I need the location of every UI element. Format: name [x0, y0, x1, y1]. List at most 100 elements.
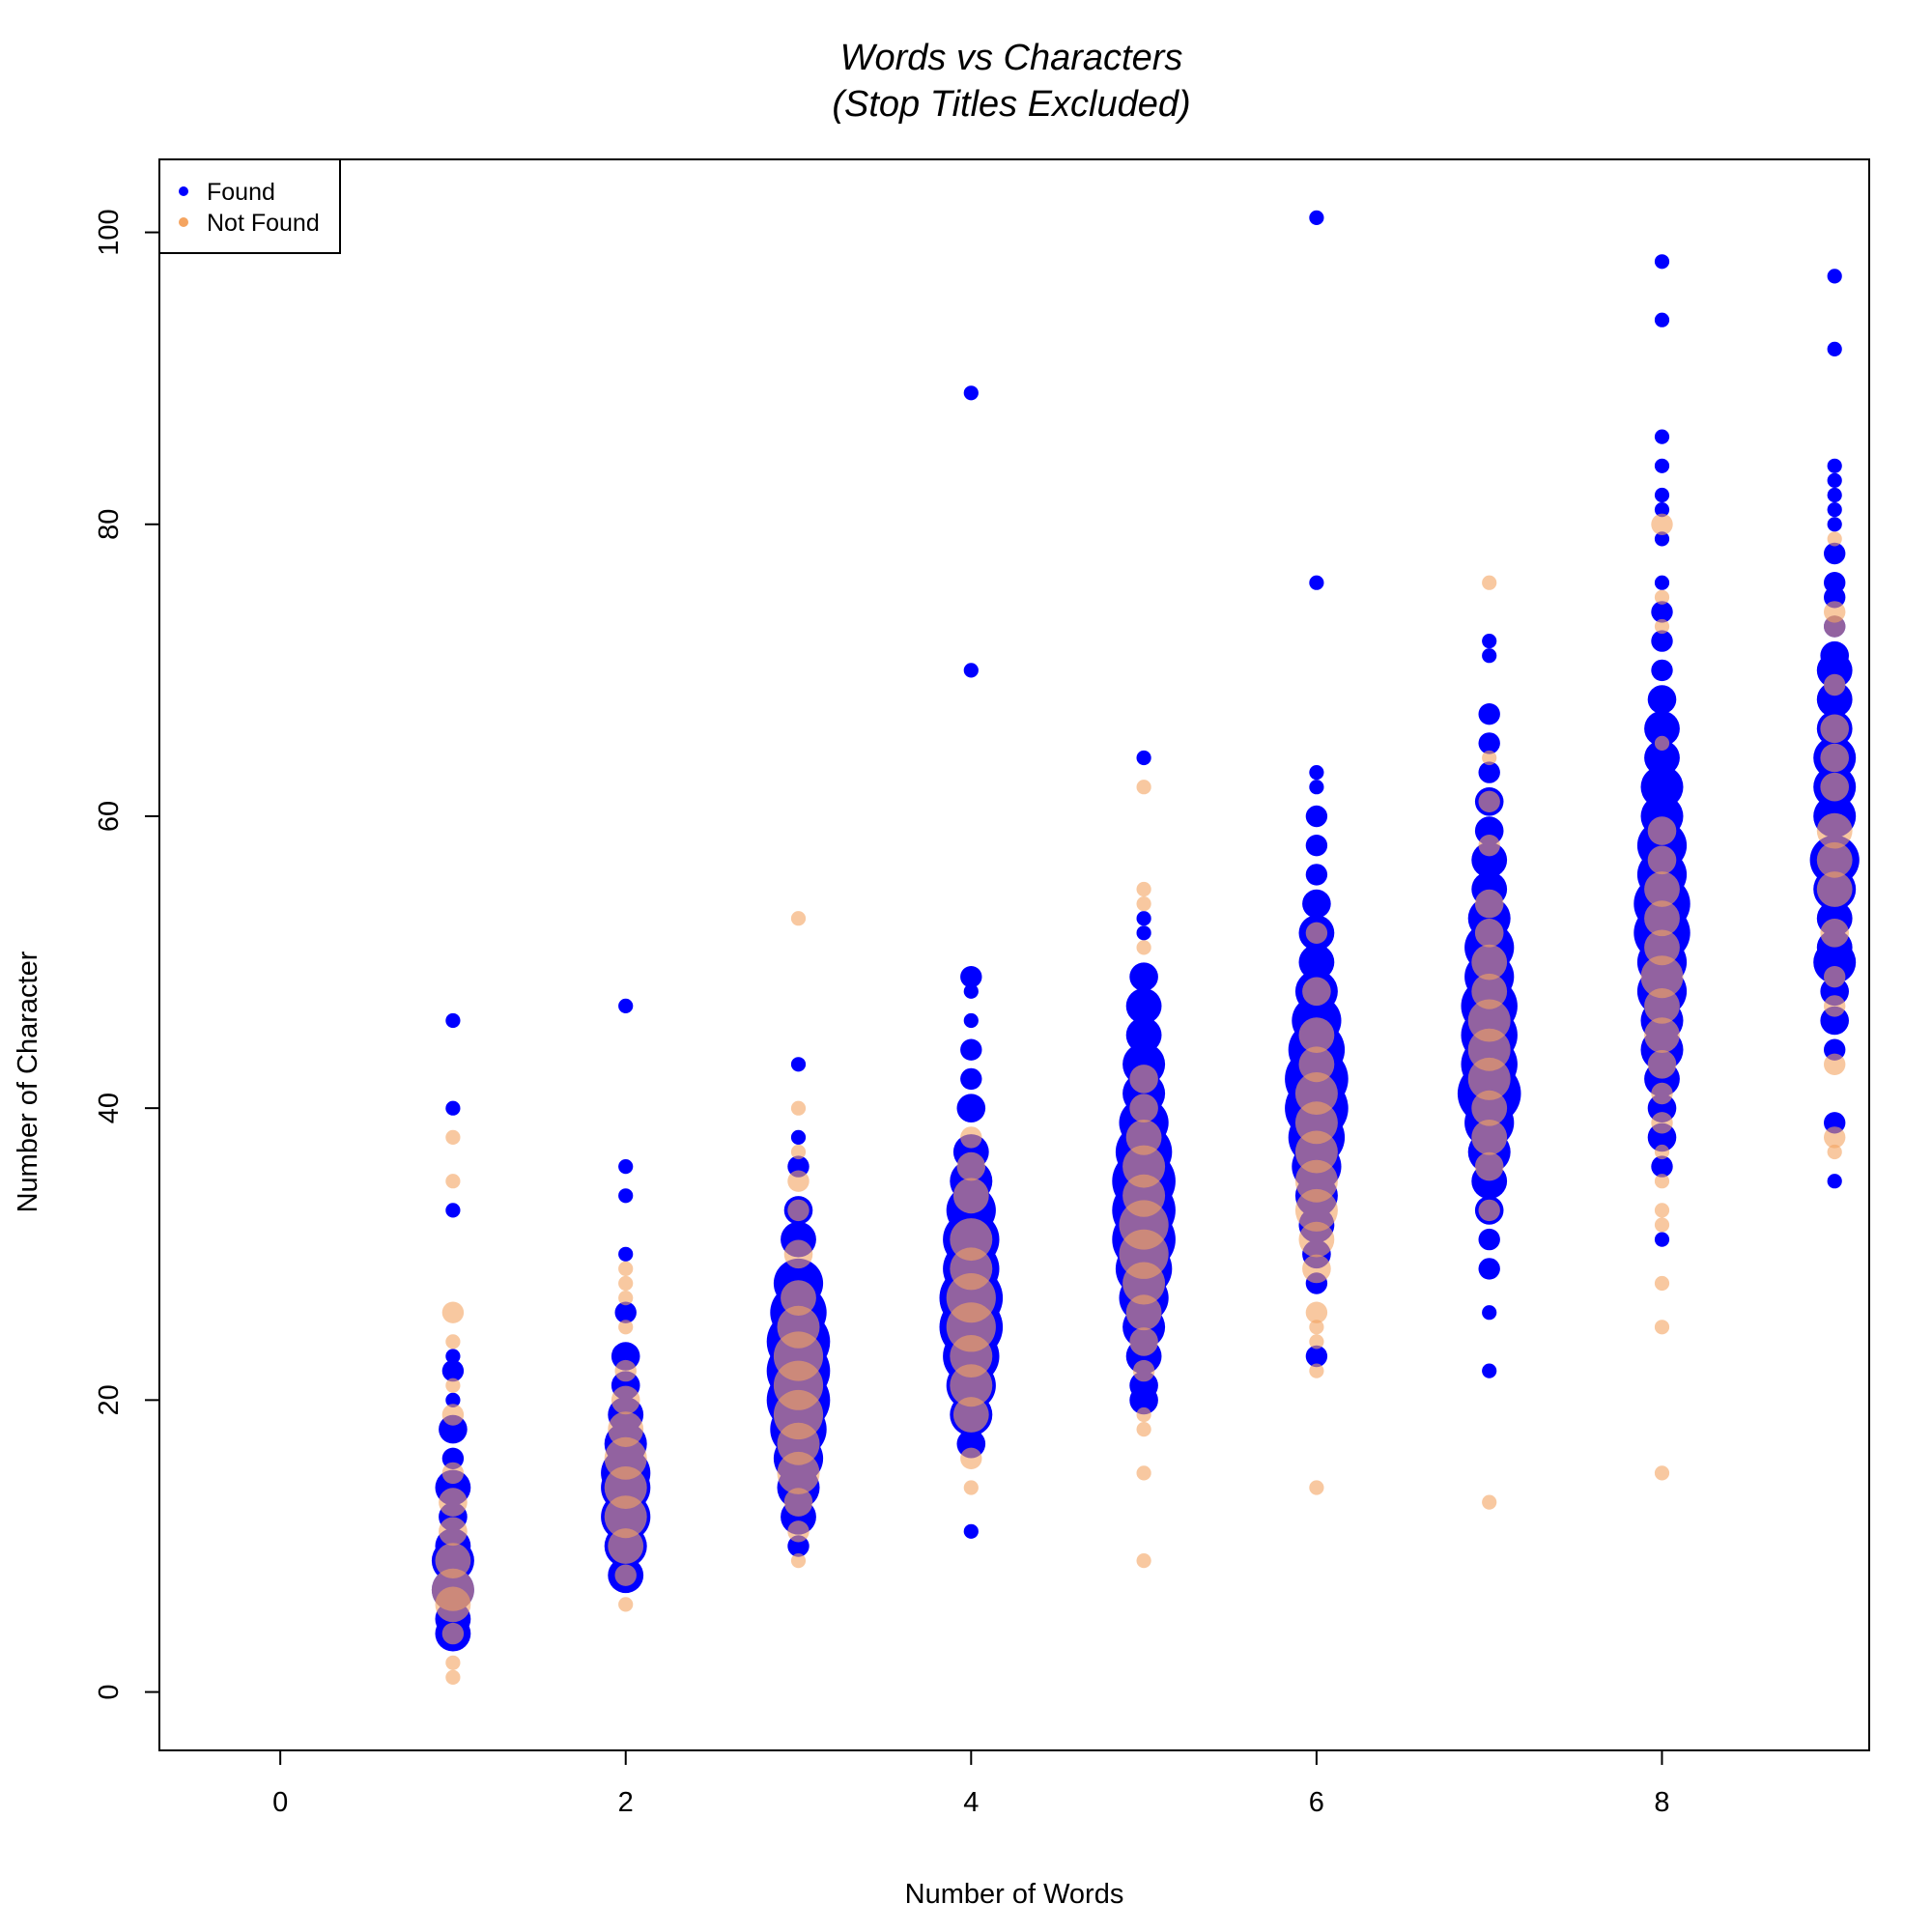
point-not-found — [1644, 900, 1680, 937]
point-not-found — [445, 1378, 461, 1393]
point-not-found — [1654, 1465, 1670, 1481]
point-found — [1309, 780, 1324, 795]
point-not-found — [1122, 1145, 1166, 1188]
point-not-found — [1125, 1120, 1162, 1155]
point-found — [445, 1100, 461, 1116]
point-not-found — [1122, 1262, 1166, 1305]
point-not-found — [1654, 735, 1670, 752]
point-not-found — [1824, 1053, 1846, 1076]
point-found — [963, 983, 979, 999]
point-found — [1654, 458, 1670, 473]
point-not-found — [1644, 871, 1680, 907]
point-not-found — [783, 1239, 813, 1269]
legend: Found Not Found — [158, 158, 341, 254]
point-found — [1129, 1385, 1158, 1415]
point-not-found — [1654, 1320, 1670, 1335]
legend-box — [158, 158, 341, 254]
point-not-found — [1478, 790, 1500, 812]
point-found — [1654, 429, 1670, 444]
chart-subtitle: (Stop Titles Excluded) — [832, 84, 1190, 125]
point-not-found — [1136, 881, 1151, 897]
point-not-found — [1647, 1050, 1677, 1079]
point-found — [1651, 659, 1673, 682]
point-not-found — [787, 1199, 810, 1222]
point-found — [1813, 941, 1857, 984]
point-not-found — [1471, 973, 1508, 1009]
point-found — [1827, 269, 1842, 284]
point-not-found — [1471, 944, 1508, 980]
point-not-found — [1471, 1090, 1508, 1126]
point-not-found — [1309, 1334, 1324, 1350]
y-axis-label: Number of Character — [13, 951, 43, 1212]
point-found — [1644, 740, 1680, 776]
point-found — [1309, 765, 1324, 781]
point-not-found — [441, 1462, 465, 1485]
point-not-found — [441, 1622, 465, 1645]
point-not-found — [1820, 919, 1849, 948]
point-not-found — [1305, 922, 1328, 944]
point-not-found — [1651, 1112, 1673, 1134]
point-not-found — [1647, 845, 1677, 875]
point-not-found — [1827, 1144, 1842, 1160]
point-found — [1125, 988, 1162, 1024]
point-found — [1309, 575, 1324, 590]
point-not-found — [1298, 1046, 1335, 1083]
point-found — [1644, 710, 1680, 747]
point-not-found — [960, 1447, 982, 1470]
point-not-found — [1644, 929, 1680, 966]
point-not-found — [1482, 750, 1497, 766]
point-not-found — [790, 1100, 807, 1116]
point-not-found — [439, 1517, 468, 1547]
chart-title: Words vs Characters — [840, 38, 1183, 78]
point-found — [1654, 487, 1670, 503]
point-found — [1136, 911, 1151, 926]
point-not-found — [445, 1334, 461, 1350]
point-found — [1478, 1228, 1500, 1251]
legend-marker-found — [179, 186, 188, 196]
point-not-found — [777, 1422, 820, 1465]
point-found — [1827, 341, 1842, 356]
point-found — [1482, 1363, 1497, 1378]
point-not-found — [1467, 1057, 1511, 1100]
point-not-found — [614, 1564, 637, 1586]
point-found — [1654, 531, 1670, 547]
x-axis-label: Number of Words — [905, 1879, 1124, 1910]
point-not-found — [1478, 835, 1500, 857]
point-not-found — [1467, 1028, 1511, 1071]
point-not-found — [1136, 896, 1151, 912]
point-not-found — [781, 1280, 816, 1316]
point-not-found — [1654, 589, 1670, 605]
point-not-found — [1136, 940, 1151, 955]
x-tick-label: 2 — [618, 1787, 634, 1818]
point-found — [618, 998, 634, 1013]
y-tick-label: 60 — [94, 801, 125, 832]
point-found — [1651, 630, 1673, 652]
point-not-found — [787, 1170, 810, 1192]
point-found — [1651, 1155, 1673, 1178]
point-found — [1305, 1345, 1328, 1368]
point-found — [1827, 502, 1842, 518]
point-not-found — [1820, 714, 1849, 744]
legend-label-found: Found — [207, 179, 275, 206]
point-not-found — [435, 1586, 471, 1623]
point-not-found — [790, 1553, 807, 1569]
point-not-found — [1305, 1301, 1328, 1323]
point-not-found — [1309, 1363, 1324, 1378]
point-not-found — [1129, 1327, 1158, 1356]
point-found — [1654, 254, 1670, 270]
x-tick-label: 8 — [1654, 1787, 1669, 1818]
point-not-found — [618, 1261, 634, 1276]
point-not-found — [1474, 1151, 1504, 1181]
point-not-found — [1136, 1406, 1151, 1423]
x-axis: 0 2 4 6 8 — [272, 1749, 1670, 1818]
point-found — [1482, 648, 1497, 664]
point-not-found — [1654, 1217, 1670, 1233]
point-found — [1482, 634, 1497, 649]
point-not-found — [618, 1320, 634, 1335]
point-not-found — [1309, 1480, 1324, 1495]
y-tick-label: 100 — [94, 209, 125, 255]
x-tick-label: 6 — [1309, 1787, 1324, 1818]
point-not-found — [950, 1218, 993, 1262]
